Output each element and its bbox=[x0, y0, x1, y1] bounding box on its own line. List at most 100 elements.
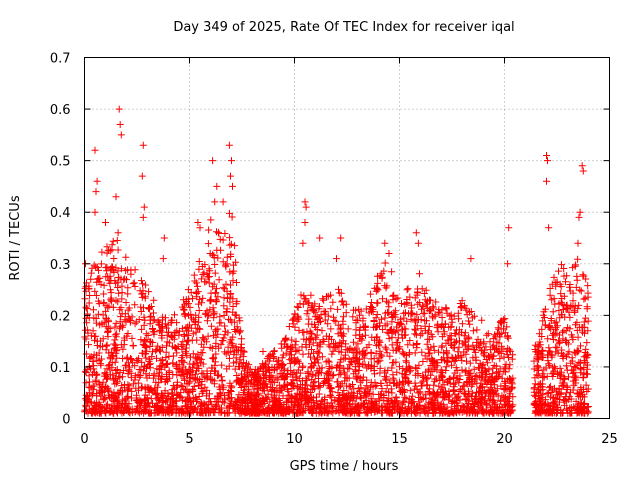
data-point bbox=[89, 327, 97, 335]
data-point bbox=[580, 295, 588, 303]
data-point bbox=[550, 398, 558, 406]
data-point bbox=[242, 363, 250, 371]
data-point bbox=[549, 336, 557, 343]
data-point bbox=[186, 378, 193, 386]
data-point bbox=[456, 372, 464, 380]
data-point bbox=[411, 364, 419, 372]
data-point bbox=[95, 266, 102, 274]
data-point bbox=[465, 409, 473, 417]
data-point bbox=[539, 380, 547, 388]
data-point bbox=[356, 387, 364, 395]
data-point bbox=[167, 396, 174, 404]
data-point bbox=[233, 372, 241, 379]
data-point bbox=[221, 331, 229, 339]
data-point bbox=[403, 358, 410, 366]
data-point bbox=[505, 346, 513, 354]
data-point bbox=[424, 345, 432, 353]
data-point bbox=[150, 316, 158, 324]
data-point bbox=[168, 406, 176, 414]
data-point bbox=[547, 315, 555, 322]
data-point bbox=[102, 315, 110, 323]
data-point bbox=[576, 208, 584, 216]
data-point bbox=[252, 369, 260, 377]
data-point bbox=[310, 306, 318, 314]
data-point bbox=[435, 382, 443, 390]
data-point bbox=[227, 250, 235, 258]
data-point bbox=[181, 376, 188, 384]
data-point bbox=[378, 409, 385, 417]
data-point bbox=[154, 394, 162, 401]
data-point bbox=[501, 363, 509, 371]
data-point bbox=[128, 394, 135, 402]
data-point bbox=[353, 355, 361, 363]
data-point bbox=[262, 407, 270, 415]
data-point bbox=[535, 351, 543, 359]
data-point bbox=[98, 248, 106, 256]
data-point bbox=[463, 335, 471, 343]
data-point bbox=[549, 308, 557, 316]
data-point bbox=[533, 409, 541, 417]
data-point bbox=[211, 261, 219, 268]
data-point bbox=[315, 408, 323, 416]
data-point bbox=[373, 323, 380, 331]
data-point bbox=[554, 371, 562, 378]
data-point bbox=[330, 316, 338, 324]
data-point bbox=[363, 408, 371, 416]
data-point bbox=[162, 396, 170, 404]
data-point bbox=[502, 365, 509, 373]
data-point bbox=[457, 352, 465, 360]
data-point bbox=[181, 312, 189, 320]
data-point bbox=[382, 376, 390, 384]
data-point bbox=[384, 299, 392, 307]
data-point bbox=[418, 330, 426, 338]
data-point bbox=[434, 328, 442, 336]
data-point bbox=[141, 402, 149, 409]
data-point bbox=[119, 388, 127, 396]
data-point bbox=[369, 383, 377, 391]
data-point bbox=[466, 404, 474, 412]
data-point bbox=[114, 378, 121, 386]
data-point bbox=[354, 409, 362, 417]
data-point bbox=[307, 334, 315, 342]
data-point bbox=[291, 397, 299, 405]
data-point bbox=[82, 403, 90, 411]
data-point bbox=[374, 299, 382, 307]
data-point bbox=[337, 348, 345, 356]
data-point bbox=[342, 392, 350, 400]
data-point bbox=[388, 310, 395, 318]
data-point bbox=[342, 300, 350, 308]
data-point bbox=[318, 327, 326, 335]
data-point bbox=[296, 300, 304, 308]
data-point bbox=[333, 343, 341, 351]
data-point bbox=[376, 364, 384, 372]
data-point bbox=[233, 279, 240, 286]
data-point bbox=[269, 409, 276, 417]
data-point bbox=[192, 311, 200, 319]
data-point bbox=[92, 319, 100, 327]
data-point bbox=[539, 311, 547, 319]
data-point bbox=[373, 285, 381, 293]
data-point bbox=[572, 376, 580, 384]
data-point bbox=[423, 375, 430, 383]
data-point bbox=[125, 304, 133, 312]
data-point bbox=[110, 394, 118, 402]
data-point bbox=[341, 377, 349, 385]
data-point bbox=[279, 392, 287, 400]
data-point bbox=[265, 407, 273, 415]
data-point bbox=[472, 353, 480, 361]
data-point bbox=[291, 359, 299, 367]
data-point bbox=[213, 402, 221, 410]
data-point bbox=[277, 360, 285, 367]
data-point bbox=[493, 368, 500, 376]
data-point bbox=[153, 395, 161, 403]
data-point bbox=[480, 338, 488, 346]
data-point bbox=[491, 404, 499, 412]
data-point bbox=[259, 387, 267, 395]
data-point bbox=[380, 267, 388, 275]
data-point bbox=[340, 313, 347, 321]
data-point bbox=[543, 406, 551, 413]
data-point bbox=[199, 387, 207, 395]
data-point bbox=[97, 260, 105, 268]
data-point bbox=[155, 320, 163, 328]
chart-title: Day 349 of 2025, Rate Of TEC Index for r… bbox=[173, 20, 514, 35]
